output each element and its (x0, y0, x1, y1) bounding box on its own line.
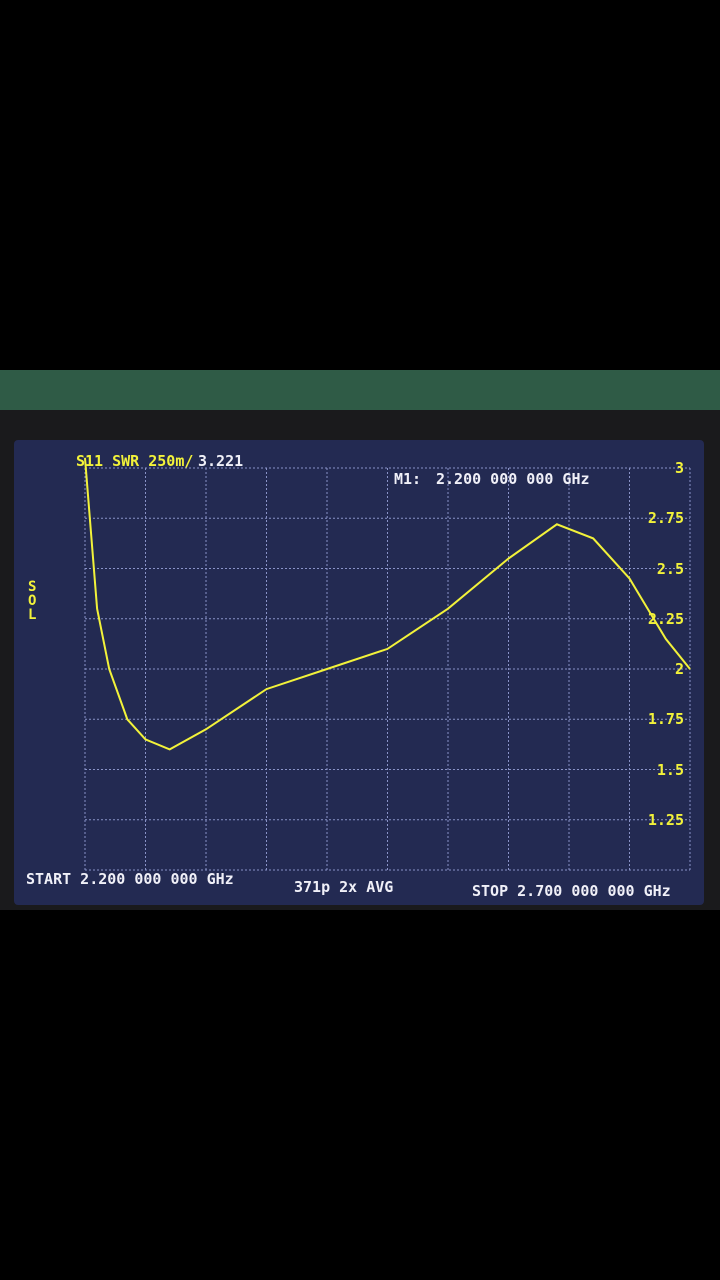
data-point (556, 523, 558, 525)
data-point (592, 537, 594, 539)
trace-label: S11 SWR 250m/ (76, 452, 194, 470)
data-point (126, 718, 128, 720)
data-point (326, 668, 328, 670)
y-tick-label: 2 (674, 660, 684, 678)
data-point (266, 688, 267, 690)
y-tick-label: 2.25 (647, 609, 684, 628)
stop-frequency: STOP 2.700 000 000 GHz (472, 882, 671, 900)
vna-screen: S11 SWR 250m/ 3.221 M1: 2.200 000 000 GH… (14, 440, 704, 905)
y-tick-label: 1.75 (647, 710, 684, 729)
marker-label: M1: (394, 470, 422, 488)
data-point (508, 557, 509, 559)
points-avg: 371p 2x AVG (294, 878, 394, 896)
data-point (169, 748, 171, 750)
calibration-label: SOL (28, 579, 37, 623)
data-point (629, 578, 630, 580)
data-point (665, 638, 667, 640)
y-tick-label: 1.5 (656, 760, 684, 779)
y-tick-label: 3 (674, 459, 684, 477)
data-point (387, 648, 388, 650)
data-point (84, 457, 86, 459)
data-point (108, 668, 110, 670)
swr-plot (84, 457, 691, 871)
data-point (447, 608, 449, 610)
data-point (96, 608, 98, 610)
data-point (205, 728, 207, 730)
marker-frequency: 2.200 000 000 GHz (436, 470, 590, 488)
y-tick-label: 2.5 (656, 559, 684, 578)
data-point (689, 668, 691, 670)
y-tick-label: 2.75 (647, 509, 684, 528)
y-tick-label: 1.25 (647, 810, 684, 829)
start-frequency: START 2.200 000 000 GHz (26, 870, 234, 888)
data-point (145, 738, 146, 740)
trace-value: 3.221 (198, 452, 244, 470)
